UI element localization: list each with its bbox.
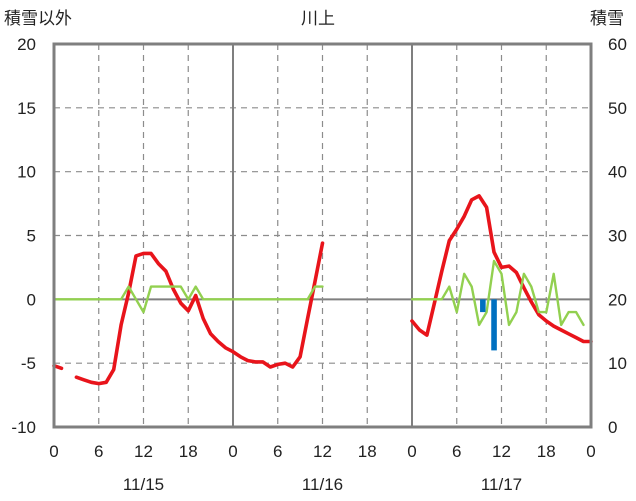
- right-tick-label: 20: [608, 290, 627, 309]
- left-tick-label: 5: [27, 227, 36, 246]
- x-tick-label: 12: [492, 442, 511, 461]
- left-tick-label: -5: [21, 354, 36, 373]
- wind_speed-line: [410, 259, 585, 327]
- x-tick-label: 18: [537, 442, 556, 461]
- precipitation-bars: [480, 299, 497, 351]
- left-tick-label: 15: [17, 99, 36, 118]
- left-tick-label: 20: [17, 35, 36, 54]
- left-tick-label: -10: [11, 418, 36, 437]
- right-axis-ticks: 60 50 40 30 20 10 0: [608, 35, 627, 437]
- x-axis-ticks: 0 6 12 18 0 6 12 18 0 6 12 18 0: [49, 442, 595, 461]
- temperature-line: [74, 241, 325, 386]
- x-tick-label: 12: [134, 442, 153, 461]
- precipitation-bar: [491, 299, 497, 351]
- left-tick-label: 0: [27, 290, 36, 309]
- left-axis-ticks: 20 15 10 5 0 -5 -10: [11, 35, 36, 437]
- left-axis-title: 積雪以外: [4, 9, 72, 28]
- x-tick-label: 6: [452, 442, 461, 461]
- x-tick-label: 18: [179, 442, 198, 461]
- date-label: 11/16: [302, 475, 343, 494]
- x-tick-label: 6: [273, 442, 282, 461]
- right-tick-label: 0: [608, 418, 617, 437]
- right-tick-label: 30: [608, 227, 627, 246]
- date-label: 11/15: [123, 475, 164, 494]
- plot-frame: [52, 42, 593, 429]
- x-tick-label: 0: [586, 442, 595, 461]
- left-tick-label: 10: [17, 163, 36, 182]
- x-tick-label: 0: [49, 442, 58, 461]
- right-tick-label: 50: [608, 99, 627, 118]
- date-labels: 11/15 11/16 11/17: [123, 475, 522, 494]
- temperature-line: [410, 194, 593, 344]
- right-tick-label: 60: [608, 35, 627, 54]
- date-label: 11/17: [481, 475, 522, 494]
- right-axis-title: 積雪: [590, 9, 624, 28]
- right-tick-label: 40: [608, 163, 627, 182]
- x-tick-label: 18: [358, 442, 377, 461]
- x-tick-label: 0: [228, 442, 237, 461]
- right-tick-label: 10: [608, 354, 627, 373]
- x-tick-label: 6: [94, 442, 103, 461]
- precipitation-bar: [480, 299, 486, 313]
- x-tick-label: 0: [407, 442, 416, 461]
- wind_speed-line: [52, 285, 324, 314]
- grid-lines: [54, 44, 591, 427]
- chart-title: 川上: [301, 9, 335, 28]
- x-tick-label: 12: [313, 442, 332, 461]
